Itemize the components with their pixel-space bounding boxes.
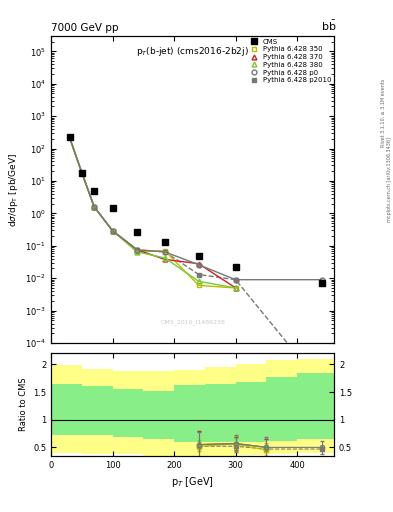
Pythia 6.428 370 (196, 261, 201, 267)
Pythia 6.428 380 (92, 204, 97, 210)
CMS (92, 188, 97, 194)
Pythia 6.428 380 (233, 285, 238, 291)
Pythia 6.428 p0 (233, 276, 238, 283)
Pythia 6.428 380 (163, 255, 167, 261)
CMS (110, 205, 115, 211)
X-axis label: p$_T$ [GeV]: p$_T$ [GeV] (171, 475, 214, 489)
Pythia 6.428 350 (110, 228, 115, 234)
Pythia 6.428 p2010 (110, 228, 115, 234)
Pythia 6.428 370 (92, 204, 97, 210)
Pythia 6.428 380 (135, 249, 140, 255)
Pythia 6.428 p0 (92, 204, 97, 210)
Pythia 6.428 p2010 (79, 169, 84, 176)
Text: p$_T$(b-jet) (cms2016-2b2j): p$_T$(b-jet) (cms2016-2b2j) (136, 45, 249, 58)
Pythia 6.428 p0 (163, 249, 167, 255)
Pythia 6.428 370 (67, 134, 72, 140)
CMS (196, 252, 201, 259)
Y-axis label: Ratio to CMS: Ratio to CMS (18, 378, 28, 431)
Pythia 6.428 p0 (79, 169, 84, 176)
Pythia 6.428 350 (135, 249, 140, 255)
Text: Rivet 3.1.10, ≥ 3.1M events: Rivet 3.1.10, ≥ 3.1M events (381, 78, 386, 147)
Pythia 6.428 350 (163, 248, 167, 254)
Pythia 6.428 350 (79, 169, 84, 176)
Pythia 6.428 370 (110, 228, 115, 234)
CMS (163, 239, 167, 245)
Line: Pythia 6.428 p0: Pythia 6.428 p0 (67, 135, 324, 282)
CMS (67, 134, 72, 140)
Pythia 6.428 350 (67, 134, 72, 140)
Pythia 6.428 350 (233, 285, 238, 291)
Pythia 6.428 380 (110, 228, 115, 234)
Pythia 6.428 370 (163, 257, 167, 263)
Pythia 6.428 p2010 (67, 134, 72, 140)
Pythia 6.428 p2010 (233, 276, 238, 283)
CMS (233, 264, 238, 270)
CMS (320, 280, 324, 286)
Pythia 6.428 380 (67, 134, 72, 140)
Line: Pythia 6.428 p2010: Pythia 6.428 p2010 (67, 135, 324, 388)
Line: Pythia 6.428 380: Pythia 6.428 380 (67, 135, 238, 290)
Y-axis label: d$\sigma$/dp$_{\rm T}$ [pb/GeV]: d$\sigma$/dp$_{\rm T}$ [pb/GeV] (7, 152, 20, 227)
Pythia 6.428 350 (196, 282, 201, 288)
Pythia 6.428 p0 (320, 276, 324, 283)
Line: CMS: CMS (66, 134, 325, 286)
CMS (135, 229, 140, 235)
Pythia 6.428 370 (79, 169, 84, 176)
Pythia 6.428 350 (92, 204, 97, 210)
Pythia 6.428 p2010 (92, 204, 97, 210)
Pythia 6.428 p2010 (135, 247, 140, 253)
Pythia 6.428 380 (79, 169, 84, 176)
Pythia 6.428 p2010 (196, 271, 201, 278)
Pythia 6.428 p0 (196, 262, 201, 268)
Pythia 6.428 p0 (67, 134, 72, 140)
CMS (79, 169, 84, 176)
Legend: CMS, Pythia 6.428 350, Pythia 6.428 370, Pythia 6.428 380, Pythia 6.428 p0, Pyth: CMS, Pythia 6.428 350, Pythia 6.428 370,… (246, 37, 332, 84)
Pythia 6.428 p2010 (320, 382, 324, 388)
Text: 7000 GeV pp: 7000 GeV pp (51, 23, 119, 33)
Text: CMS_2016_I1486238: CMS_2016_I1486238 (160, 319, 225, 325)
Pythia 6.428 380 (196, 279, 201, 285)
Pythia 6.428 p0 (110, 228, 115, 234)
Pythia 6.428 370 (233, 285, 238, 291)
Line: Pythia 6.428 370: Pythia 6.428 370 (67, 135, 238, 290)
Pythia 6.428 p0 (135, 247, 140, 253)
Pythia 6.428 p2010 (163, 249, 167, 255)
Pythia 6.428 370 (135, 247, 140, 253)
Text: b$\bar{\mathrm{b}}$: b$\bar{\mathrm{b}}$ (321, 19, 336, 33)
Text: mcplots.cern.ch [arXiv:1306.3436]: mcplots.cern.ch [arXiv:1306.3436] (387, 137, 391, 222)
Line: Pythia 6.428 350: Pythia 6.428 350 (67, 135, 238, 290)
